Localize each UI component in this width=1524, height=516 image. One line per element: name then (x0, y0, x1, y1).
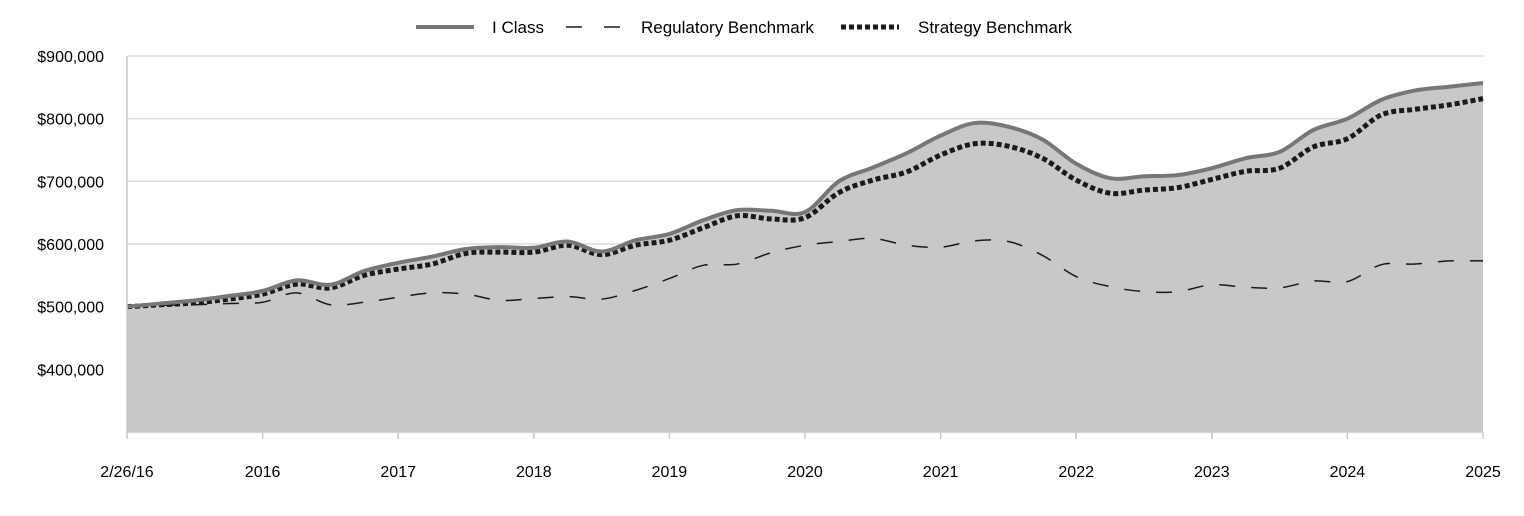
x-tick-label: 2/26/16 (100, 464, 153, 481)
x-tick-label: 2016 (245, 464, 281, 481)
y-tick-label: $500,000 (37, 300, 104, 317)
y-axis-ticks: $400,000 $500,000 $600,000 $700,000 $800,000… (37, 49, 104, 379)
series-line-i-class (126, 80, 1484, 309)
x-tick-label: 2020 (787, 464, 823, 481)
y-tick-label: $400,000 (37, 362, 104, 379)
y-tick-label: $700,000 (37, 174, 104, 191)
series-line-strategy-benchmark (126, 96, 1484, 310)
y-tick-label: $900,000 (37, 49, 104, 66)
x-tick-label: 2017 (380, 464, 416, 481)
legend-label-strategy: Strategy Benchmark (918, 18, 1073, 37)
area-layer (127, 82, 1483, 432)
legend: I Class Regulatory Benchmark Strategy Be… (416, 18, 1073, 37)
x-tick-label: 2018 (516, 464, 552, 481)
legend-label-i-class: I Class (492, 18, 544, 37)
y-tick-label: $600,000 (37, 237, 104, 254)
legend-label-regulatory: Regulatory Benchmark (641, 18, 814, 37)
i-class-area (127, 82, 1483, 432)
x-tick-label: 2025 (1465, 464, 1501, 481)
x-tick-label: 2023 (1194, 464, 1230, 481)
series-line-regulatory-benchmark (126, 237, 1484, 308)
series-lines (126, 80, 1484, 310)
x-tick-label: 2024 (1330, 464, 1366, 481)
x-tick-label: 2021 (923, 464, 959, 481)
x-axis-ticks: 2/26/16 2016 2017 2018 2019 2020 2021 2022 2023 2… (100, 432, 1501, 481)
x-tick-label: 2019 (652, 464, 688, 481)
y-tick-label: $800,000 (37, 112, 104, 129)
x-tick-label: 2022 (1058, 464, 1094, 481)
